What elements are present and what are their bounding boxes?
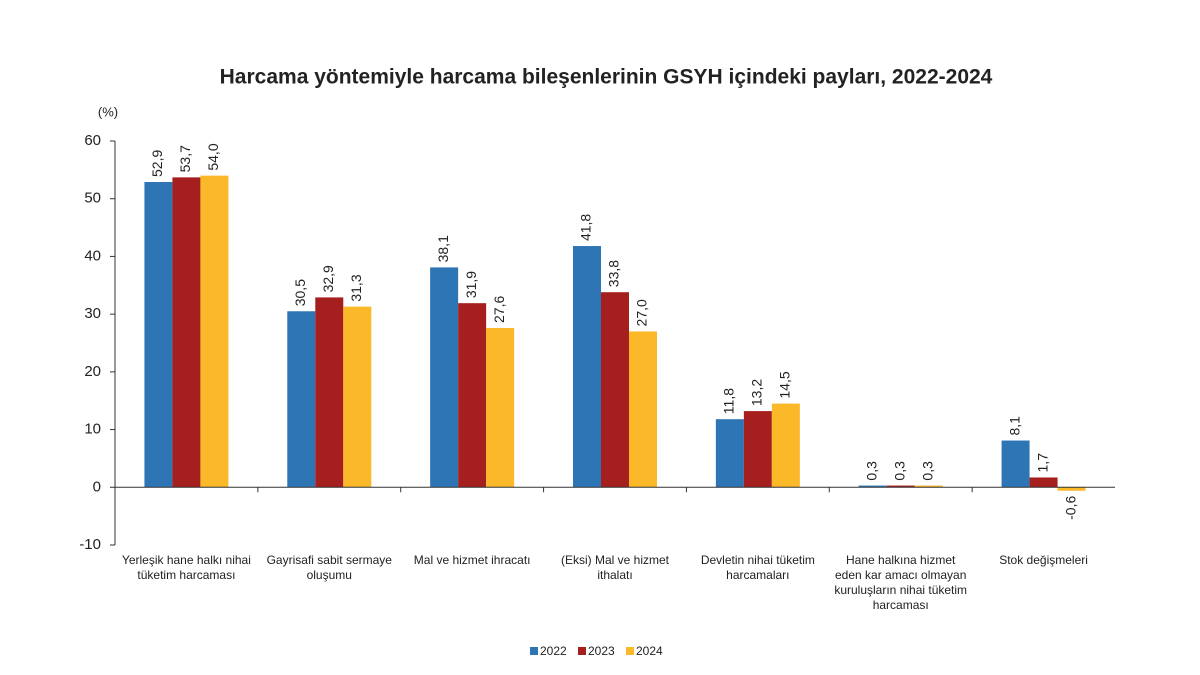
bar (287, 311, 316, 488)
data-label: 52,9 (149, 150, 165, 177)
data-label: 13,2 (749, 379, 765, 406)
bar (200, 175, 229, 488)
bar (458, 303, 487, 488)
bar (1057, 487, 1086, 491)
y-tick-label: 30 (84, 305, 101, 322)
data-label: 1,7 (1034, 453, 1050, 473)
bar (144, 181, 173, 488)
bar (315, 297, 344, 488)
bar (858, 485, 887, 488)
legend-label: 2024 (636, 644, 663, 658)
legend-swatch (578, 647, 586, 655)
x-tick-label: Yerleşik hane halkı nihai tüketim harcam… (121, 553, 251, 582)
data-label: 54,0 (205, 143, 221, 170)
legend-label: 2023 (588, 644, 615, 658)
data-label: 31,9 (463, 271, 479, 298)
data-label: 0,3 (891, 461, 907, 481)
data-label: 30,5 (292, 279, 308, 306)
data-label: 41,8 (578, 214, 594, 241)
x-tick-label: Gayrisafi sabit sermaye oluşumu (266, 553, 392, 582)
data-label: 32,9 (320, 265, 336, 292)
bar (715, 419, 744, 488)
x-tick-label: Hane halkına hizmet eden kar amacı olmay… (834, 553, 968, 612)
data-label: 0,3 (919, 461, 935, 481)
bar (486, 327, 515, 488)
y-tick-label: 0 (93, 478, 101, 495)
legend-swatch (626, 647, 634, 655)
x-tick-label: Devletin nihai tüketim harcamaları (700, 553, 815, 582)
data-label: -0,6 (1062, 496, 1078, 520)
data-label: 8,1 (1006, 416, 1022, 436)
data-label: 27,6 (491, 296, 507, 323)
bar (1029, 477, 1058, 488)
bar (743, 411, 772, 488)
bar (1001, 440, 1030, 488)
x-tick-label: Mal ve hizmet ihracatı (413, 553, 531, 567)
y-tick-label: 10 (84, 421, 101, 438)
data-label: 53,7 (177, 145, 193, 172)
data-label: 38,1 (435, 235, 451, 262)
data-label: 0,3 (863, 461, 879, 481)
y-tick-label: 60 (84, 132, 101, 149)
bar (601, 292, 629, 488)
y-tick-label: -10 (79, 536, 101, 553)
chart-title: Harcama yöntemiyle harcama bileşenlerini… (220, 66, 993, 89)
y-tick-label: 50 (84, 190, 101, 207)
data-label: 33,8 (606, 260, 622, 287)
data-label: 27,0 (634, 299, 650, 326)
bar (430, 267, 459, 488)
bar (343, 306, 372, 488)
bar (886, 485, 915, 488)
bar (629, 331, 657, 488)
bar (172, 177, 201, 488)
x-tick-label: (Eksi) Mal ve hizmet ithalatı (560, 553, 670, 582)
legend-label: 2022 (540, 644, 567, 658)
y-tick-label: 40 (84, 247, 101, 264)
bar (914, 485, 943, 488)
y-tick-label: 20 (84, 363, 101, 380)
bar (573, 246, 601, 488)
data-label: 14,5 (777, 371, 793, 398)
data-label: 11,8 (721, 388, 737, 414)
legend-swatch (530, 647, 538, 655)
data-label: 31,3 (348, 274, 364, 301)
x-tick-label: Stok değişmeleri (999, 553, 1088, 567)
y-axis-label: (%) (98, 104, 118, 119)
bar (771, 403, 800, 488)
